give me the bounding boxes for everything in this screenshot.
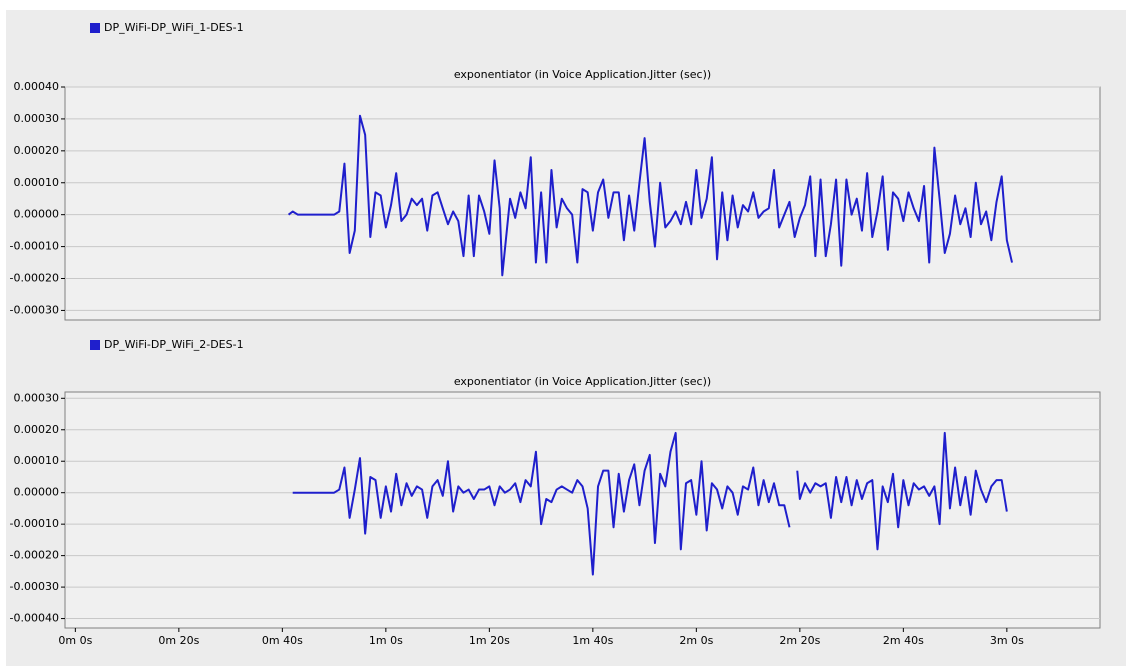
- y-tick-label: -0.00020: [10, 272, 59, 285]
- x-tick-label: 0m 0s: [58, 634, 92, 647]
- x-tick-label: 3m 0s: [990, 634, 1024, 647]
- y-tick-label: 0.00040: [14, 80, 60, 93]
- x-tick-label: 1m 0s: [369, 634, 403, 647]
- y-tick-label: 0.00010: [14, 454, 60, 467]
- y-tick-label: 0.00030: [14, 391, 60, 404]
- legend-swatch: [90, 340, 100, 350]
- y-tick-label: -0.00030: [10, 580, 59, 593]
- x-tick-label: 1m 40s: [572, 634, 613, 647]
- y-tick-label: -0.00040: [10, 612, 59, 625]
- y-tick-label: -0.00020: [10, 549, 59, 562]
- series-line: [287, 114, 1014, 277]
- x-tick-label: 1m 20s: [469, 634, 510, 647]
- y-tick-label: 0.00020: [14, 144, 60, 157]
- y-tick-label: -0.00010: [10, 517, 59, 530]
- legend-swatch: [90, 23, 100, 33]
- y-tick-label: 0.00010: [14, 176, 60, 189]
- plot-area: [64, 86, 1101, 321]
- y-tick-label: -0.00030: [10, 303, 59, 316]
- x-tick-label: 2m 20s: [779, 634, 820, 647]
- legend-label: DP_WiFi-DP_WiFi_2-DES-1: [104, 338, 244, 351]
- chart-title: exponentiator (in Voice Application.Jitt…: [454, 375, 711, 388]
- y-tick-label: 0.00000: [14, 208, 60, 221]
- series-line: [292, 431, 1008, 576]
- chart-title: exponentiator (in Voice Application.Jitt…: [454, 68, 711, 81]
- y-tick-label: 0.00020: [14, 423, 60, 436]
- x-tick-label: 2m 0s: [679, 634, 713, 647]
- legend-label: DP_WiFi-DP_WiFi_1-DES-1: [104, 21, 244, 34]
- x-tick-label: 0m 40s: [262, 634, 303, 647]
- x-tick-label: 2m 40s: [883, 634, 924, 647]
- y-tick-label: 0.00030: [14, 112, 60, 125]
- x-tick-label: 0m 20s: [158, 634, 199, 647]
- y-tick-label: 0.00000: [14, 486, 60, 499]
- y-tick-label: -0.00010: [10, 240, 59, 253]
- plot-area: [64, 391, 1101, 629]
